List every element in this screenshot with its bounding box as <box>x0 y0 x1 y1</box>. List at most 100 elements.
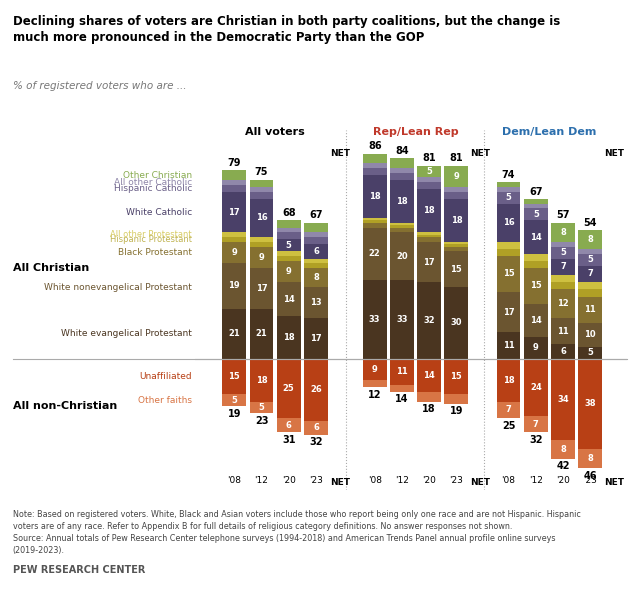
Text: 18: 18 <box>451 216 462 225</box>
Bar <box>390 158 414 168</box>
Bar <box>390 359 414 385</box>
Text: 6: 6 <box>313 423 319 432</box>
Text: Hispanic Catholic: Hispanic Catholic <box>114 183 192 193</box>
Text: '08: '08 <box>227 476 241 485</box>
Bar <box>304 258 328 263</box>
Text: 13: 13 <box>310 298 322 307</box>
Text: Other faiths: Other faiths <box>138 396 192 405</box>
Bar <box>304 318 328 359</box>
Text: 5: 5 <box>286 241 292 250</box>
Bar <box>223 171 246 180</box>
Text: 9: 9 <box>259 253 264 262</box>
Bar <box>497 256 520 292</box>
Text: 32: 32 <box>529 435 543 445</box>
Bar <box>304 359 328 421</box>
Text: NET: NET <box>330 478 350 487</box>
Text: 10: 10 <box>584 330 596 339</box>
Bar <box>497 402 520 418</box>
Bar <box>524 204 548 208</box>
Bar <box>551 223 575 242</box>
Bar <box>250 180 273 187</box>
Text: 18: 18 <box>503 376 515 385</box>
Bar <box>277 228 301 232</box>
Text: NET: NET <box>470 478 491 487</box>
Text: 8: 8 <box>560 228 566 237</box>
Bar <box>223 394 246 407</box>
Bar <box>417 189 441 232</box>
Text: 18: 18 <box>369 192 381 201</box>
Bar <box>417 242 441 283</box>
Text: 14: 14 <box>530 316 541 325</box>
Bar <box>524 359 548 416</box>
Bar <box>497 182 520 187</box>
Text: '12: '12 <box>395 476 409 485</box>
Bar <box>444 244 468 247</box>
Text: PEW RESEARCH CENTER: PEW RESEARCH CENTER <box>13 565 145 575</box>
Bar <box>524 254 548 261</box>
Text: 6: 6 <box>286 421 292 430</box>
Text: 14: 14 <box>423 371 435 380</box>
Text: White nonevangelical Protestant: White nonevangelical Protestant <box>44 283 192 291</box>
Bar <box>223 185 246 192</box>
Bar <box>551 440 575 458</box>
Text: 74: 74 <box>502 170 515 180</box>
Bar <box>579 249 602 254</box>
Text: 33: 33 <box>369 315 380 324</box>
Bar <box>390 168 414 173</box>
Bar <box>363 280 387 359</box>
Bar <box>363 228 387 280</box>
Text: 25: 25 <box>502 421 515 431</box>
Text: '08: '08 <box>368 476 381 485</box>
Bar <box>417 166 441 178</box>
Text: 5: 5 <box>533 210 539 219</box>
Text: 5: 5 <box>588 348 593 357</box>
Text: 7: 7 <box>588 270 593 278</box>
Bar <box>390 180 414 223</box>
Text: 5: 5 <box>588 255 593 264</box>
Bar <box>304 237 328 244</box>
Text: 17: 17 <box>310 334 322 343</box>
Bar <box>250 192 273 199</box>
Text: 9: 9 <box>232 248 237 257</box>
Text: 17: 17 <box>423 258 435 267</box>
Bar <box>551 283 575 290</box>
Text: 6: 6 <box>560 347 566 356</box>
Bar <box>551 247 575 258</box>
Bar <box>277 359 301 418</box>
Bar <box>277 283 301 316</box>
Text: 31: 31 <box>282 435 296 445</box>
Bar <box>497 187 520 192</box>
Text: 14: 14 <box>530 232 541 241</box>
Text: Note: Based on registered voters. White, Black and Asian voters include those wh: Note: Based on registered voters. White,… <box>13 510 580 555</box>
Text: NET: NET <box>605 149 625 158</box>
Bar <box>579 359 602 449</box>
Text: '20: '20 <box>556 476 570 485</box>
Text: 42: 42 <box>556 461 570 471</box>
Bar <box>417 359 441 392</box>
Text: 5: 5 <box>426 167 432 176</box>
Text: '23: '23 <box>309 476 323 485</box>
Text: Dem/Lean Dem: Dem/Lean Dem <box>502 127 596 137</box>
Text: 15: 15 <box>503 270 515 278</box>
Bar <box>524 268 548 304</box>
Text: 86: 86 <box>368 141 381 151</box>
Text: 16: 16 <box>503 218 515 227</box>
Bar <box>250 402 273 414</box>
Text: 67: 67 <box>529 186 543 196</box>
Text: 19: 19 <box>449 407 463 417</box>
Bar <box>524 304 548 337</box>
Text: 9: 9 <box>454 172 460 181</box>
Bar <box>277 221 301 228</box>
Bar <box>304 421 328 435</box>
Text: NET: NET <box>330 149 350 158</box>
Bar <box>551 359 575 440</box>
Text: 15: 15 <box>228 372 240 381</box>
Text: 19: 19 <box>228 409 241 419</box>
Text: 5: 5 <box>560 248 566 257</box>
Text: 81: 81 <box>449 153 463 163</box>
Text: 9: 9 <box>372 365 378 374</box>
Text: '12: '12 <box>255 476 268 485</box>
Bar <box>250 187 273 192</box>
Text: White Catholic: White Catholic <box>125 208 192 217</box>
Bar <box>524 208 548 221</box>
